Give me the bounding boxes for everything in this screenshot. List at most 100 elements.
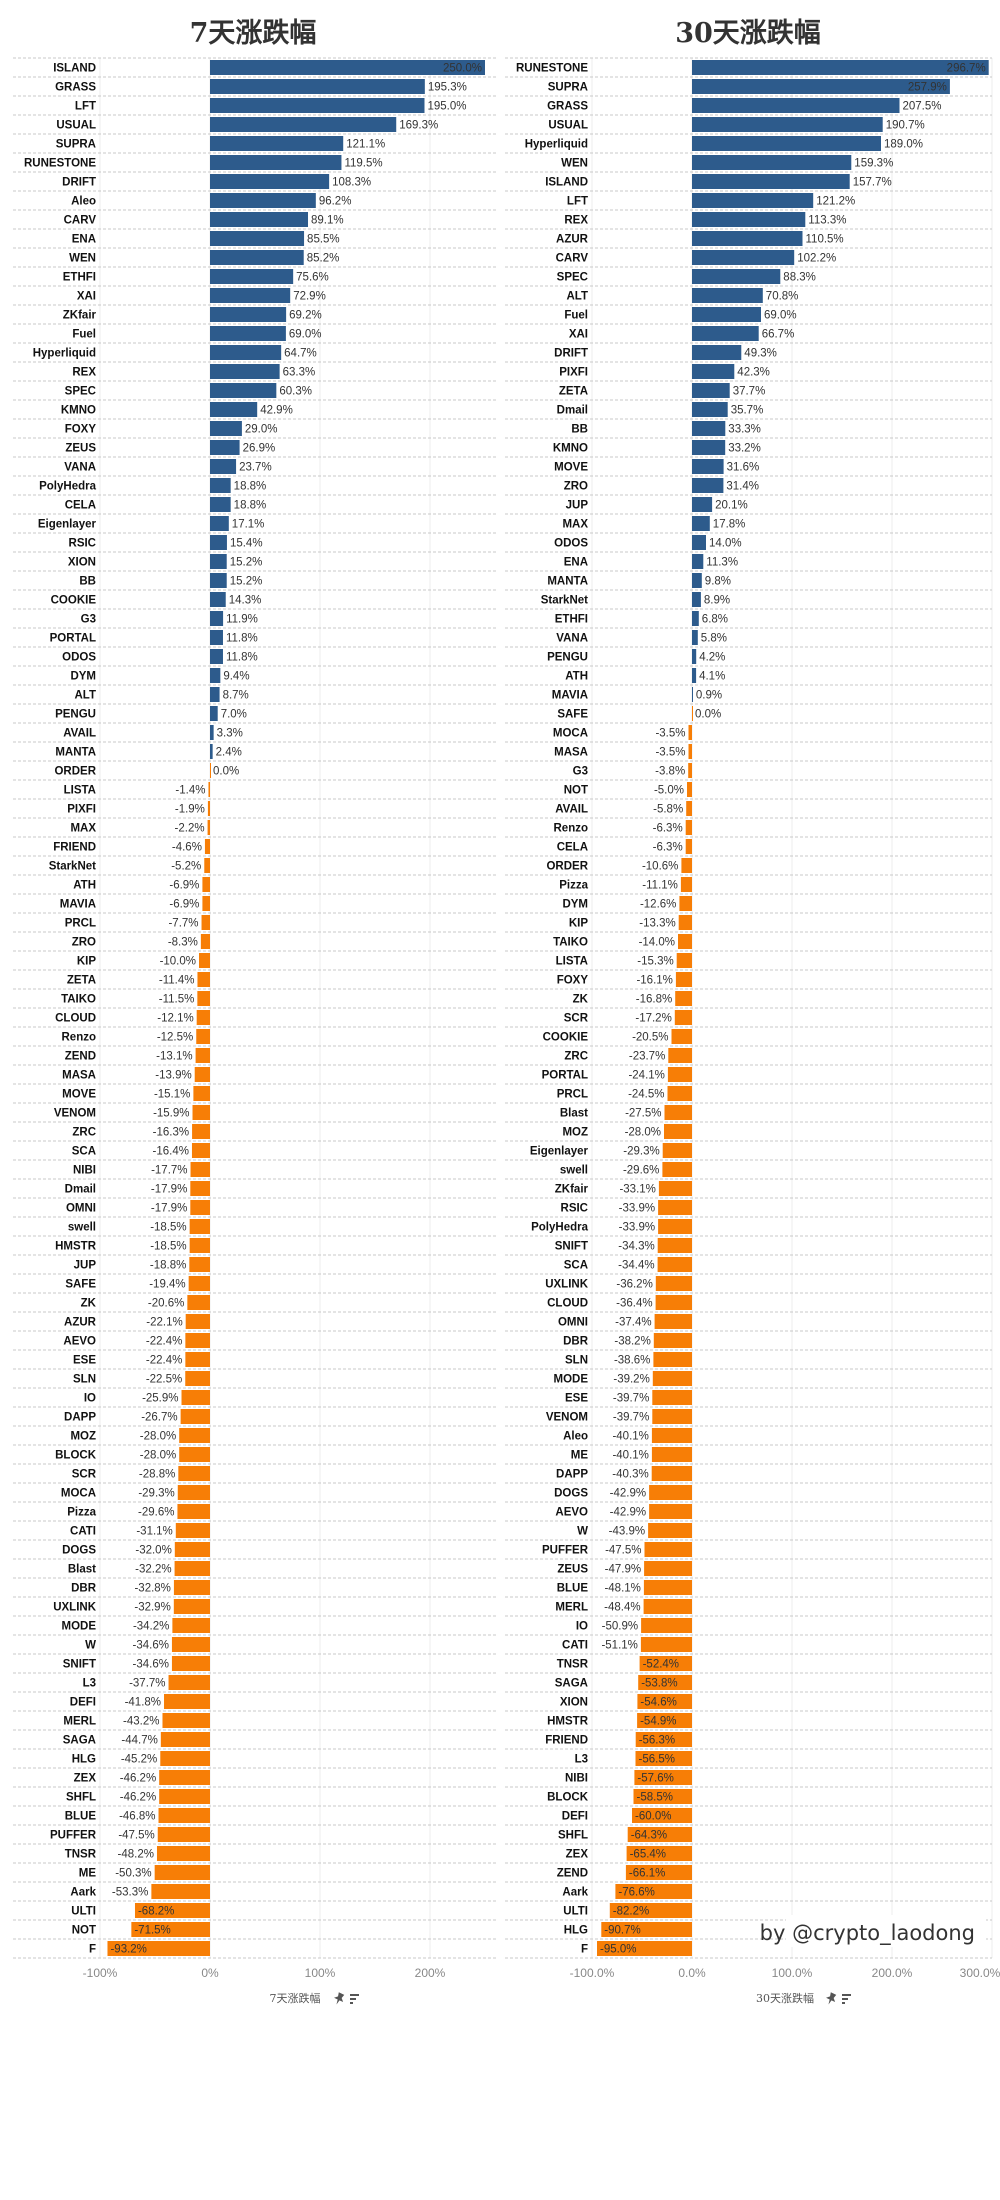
data-label-7d: 26.9%: [243, 443, 276, 455]
category-label-7d: GRASS: [55, 82, 96, 94]
pin-icon[interactable]: [332, 1991, 346, 2006]
sort-icon[interactable]: [350, 1994, 359, 2004]
x-tick-label-7d: 100%: [305, 1966, 336, 1980]
data-label-7d: 9.4%: [223, 671, 249, 683]
category-label-30d: TAIKO: [553, 937, 588, 949]
category-label-30d: ORDER: [546, 861, 588, 873]
bar-7d: [210, 687, 220, 702]
bar-7d: [210, 174, 330, 189]
chart-title-30d: 30天涨跌幅: [675, 18, 821, 49]
x-axis-title-30d[interactable]: 30天涨跌幅: [756, 1991, 814, 2005]
data-label-30d: 17.8%: [713, 519, 746, 531]
bar-7d: [160, 1751, 210, 1766]
bar-30d: [692, 231, 803, 246]
category-label-30d: MASA: [554, 747, 588, 759]
bar-30d: [667, 1086, 692, 1101]
data-label-30d: -33.1%: [619, 1184, 655, 1196]
bar-30d: [692, 592, 701, 607]
category-label-7d: ETHFI: [63, 272, 96, 284]
bar-30d: [637, 1713, 692, 1728]
sort-icon[interactable]: [842, 1994, 851, 2004]
data-label-7d: -11.5%: [159, 994, 195, 1006]
bar-7d: [210, 497, 231, 512]
category-label-30d: Eigenlayer: [530, 1146, 589, 1158]
data-label-7d: -71.5%: [134, 1925, 170, 1937]
category-label-7d: LFT: [75, 101, 96, 113]
bar-30d: [692, 478, 724, 493]
category-label-30d: CARV: [556, 253, 589, 265]
data-label-7d: 69.2%: [289, 310, 322, 322]
category-label-30d: PolyHedra: [531, 1222, 588, 1234]
bar-30d: [625, 1865, 692, 1880]
data-label-7d: 15.2%: [230, 557, 263, 569]
bar-7d: [159, 1770, 210, 1785]
category-label-7d: CLOUD: [55, 1013, 96, 1025]
category-label-7d: ZEX: [74, 1773, 97, 1785]
category-label-30d: KMNO: [553, 443, 588, 455]
category-label-7d: BLOCK: [55, 1450, 97, 1462]
category-label-7d: ALT: [74, 690, 96, 702]
data-label-7d: 29.0%: [245, 424, 278, 436]
bar-7d: [197, 991, 210, 1006]
bar-7d: [164, 1694, 210, 1709]
category-label-7d: HLG: [72, 1754, 96, 1766]
data-label-7d: -46.2%: [120, 1792, 156, 1804]
x-axis-title-7d[interactable]: 7天涨跌幅: [270, 1991, 321, 2005]
data-label-30d: -27.5%: [625, 1108, 661, 1120]
category-label-30d: PENGU: [547, 652, 588, 664]
data-label-30d: -10.6%: [642, 861, 678, 873]
data-label-7d: -16.4%: [153, 1146, 189, 1158]
bar-30d: [640, 1637, 692, 1652]
category-label-30d: ZEUS: [557, 1564, 588, 1576]
watermark: by @crypto_laodong: [760, 1921, 975, 1946]
data-label-7d: -26.7%: [141, 1412, 177, 1424]
bar-7d: [204, 839, 210, 854]
data-label-7d: -53.3%: [112, 1887, 148, 1899]
data-label-30d: 37.7%: [733, 386, 766, 398]
data-label-7d: 108.3%: [332, 177, 371, 189]
x-tick-label-7d: 0%: [201, 1966, 219, 1980]
data-label-30d: -47.5%: [605, 1545, 641, 1557]
bar-30d: [655, 1295, 692, 1310]
bar-7d: [174, 1542, 210, 1557]
data-label-7d: -4.6%: [172, 842, 202, 854]
category-label-7d: TNSR: [65, 1849, 97, 1861]
data-label-30d: -34.4%: [618, 1260, 654, 1272]
category-label-7d: MAVIA: [60, 899, 96, 911]
category-label-7d: MOCA: [61, 1488, 96, 1500]
bar-30d: [667, 1067, 692, 1082]
bar-30d: [649, 1504, 692, 1519]
category-label-7d: ULTI: [71, 1906, 96, 1918]
bar-7d: [107, 1941, 210, 1956]
data-label-7d: -46.8%: [119, 1811, 155, 1823]
category-label-30d: SHFL: [558, 1830, 588, 1842]
data-label-30d: 11.3%: [706, 557, 738, 569]
category-label-30d: G3: [573, 766, 588, 778]
watermark-background: [786, 1915, 986, 1947]
bar-30d: [644, 1542, 692, 1557]
category-label-7d: CELA: [65, 500, 96, 512]
data-label-30d: -95.0%: [600, 1944, 636, 1956]
data-label-7d: -22.4%: [146, 1355, 182, 1367]
category-label-7d: DOGS: [62, 1545, 96, 1557]
x-tick-label-30d: 100.0%: [772, 1966, 813, 1980]
category-label-30d: SLN: [565, 1355, 588, 1367]
category-label-30d: ZEND: [557, 1868, 588, 1880]
category-label-7d: PIXFI: [67, 804, 96, 816]
data-label-7d: 2.4%: [216, 747, 242, 759]
data-label-7d: 42.9%: [260, 405, 293, 417]
bar-30d: [692, 326, 759, 341]
pin-icon[interactable]: [824, 1991, 838, 2006]
bar-7d: [210, 307, 287, 322]
data-label-30d: -56.5%: [639, 1754, 675, 1766]
data-label-7d: 121.1%: [346, 139, 385, 151]
bar-30d: [681, 858, 692, 873]
data-label-7d: -18.5%: [150, 1222, 186, 1234]
bar-7d: [195, 1048, 210, 1063]
data-label-7d: -20.6%: [148, 1298, 184, 1310]
data-label-7d: 85.2%: [307, 253, 340, 265]
bar-30d: [692, 250, 795, 265]
category-label-30d: ENA: [564, 557, 588, 569]
category-label-30d: L3: [575, 1754, 588, 1766]
bar-30d: [658, 1200, 692, 1215]
